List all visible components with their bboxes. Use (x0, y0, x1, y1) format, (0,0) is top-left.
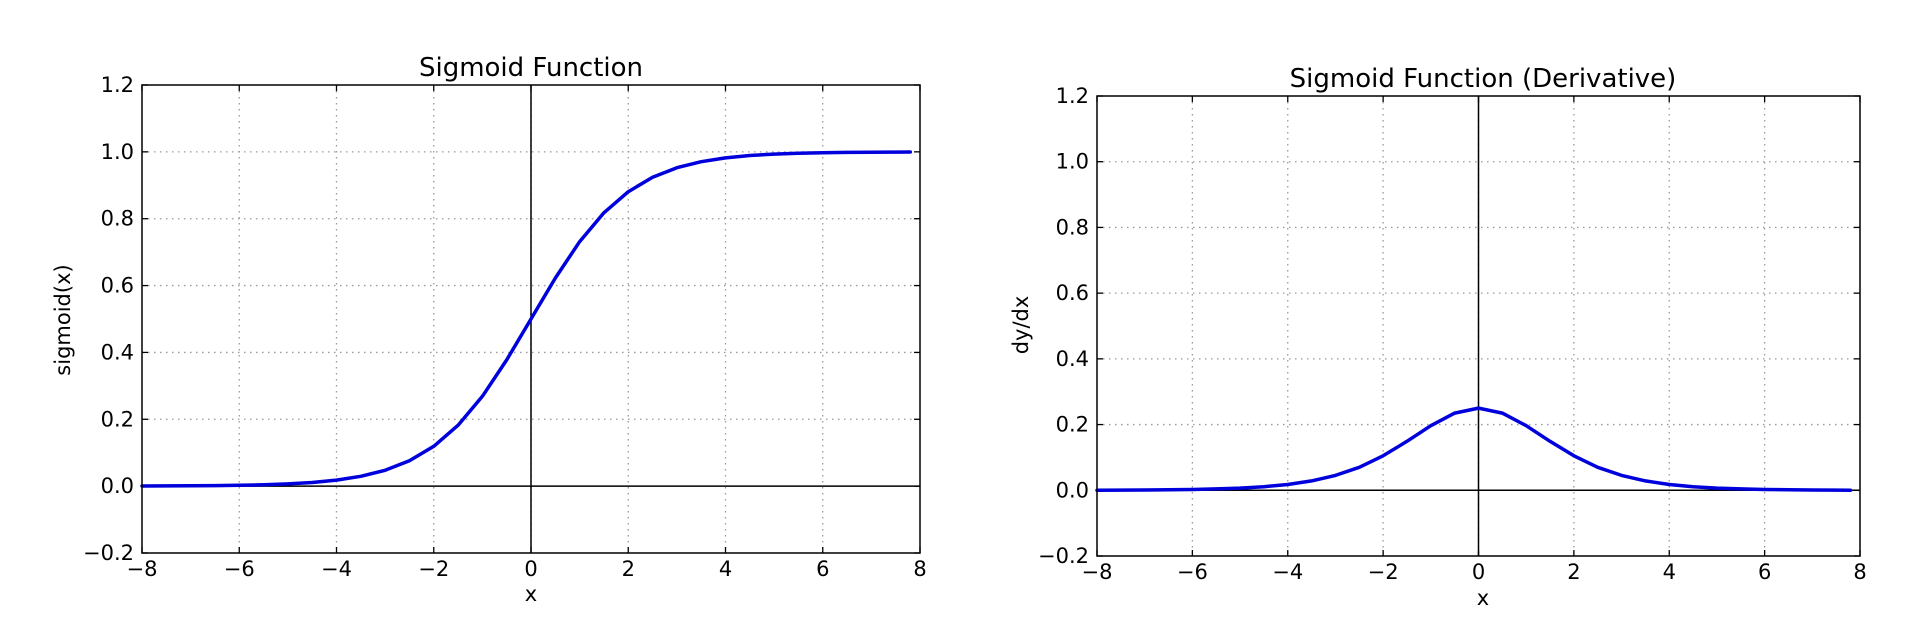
x-tick-label: 6 (816, 557, 829, 581)
x-tick-label: −2 (418, 557, 449, 581)
y-tick-label: 1.0 (1056, 150, 1089, 174)
chart-title: Sigmoid Function (Derivative) (1290, 64, 1677, 94)
sigmoid-chart: Sigmoid Function x sigmoid(x) −8 −6 −4 −2 0 2… (51, 53, 927, 606)
y-tick-label: 1.2 (101, 73, 134, 97)
y-tick-label: 0.4 (1056, 347, 1089, 371)
x-tick-label: 8 (913, 557, 926, 581)
x-tick-label: 0 (1472, 560, 1485, 584)
y-tick-label: 0.8 (101, 207, 134, 231)
x-tick-label: −8 (127, 557, 158, 581)
x-tick-label: 6 (1758, 560, 1771, 584)
x-tick-label: 2 (622, 557, 635, 581)
y-tick-label: −0.2 (83, 541, 134, 565)
y-tick-label: −0.2 (1038, 544, 1089, 568)
y-tick-label: 0.0 (101, 474, 134, 498)
plot-frame (141, 84, 921, 554)
x-axis-label: x (1477, 586, 1489, 610)
y-tick-label: 0.2 (1056, 413, 1089, 437)
y-tick-label: 1.2 (1056, 84, 1089, 108)
y-tick-label: 0.6 (1056, 281, 1089, 305)
x-tick-label: 4 (1663, 560, 1676, 584)
x-tick-label: −2 (1368, 560, 1399, 584)
y-tick-label: 1.0 (101, 140, 134, 164)
x-tick-label: −4 (321, 557, 352, 581)
x-tick-label: −8 (1082, 560, 1113, 584)
chart-title: Sigmoid Function (419, 53, 643, 83)
y-tick-label: 0.8 (1056, 215, 1089, 239)
series-line (1095, 406, 1853, 492)
plot-frame (1096, 95, 1861, 557)
x-tick-label: −6 (1177, 560, 1208, 584)
y-axis-label: dy/dx (1009, 296, 1033, 355)
sigmoid-derivative-chart: Sigmoid Function (Derivative) x dy/dx −8… (1009, 64, 1867, 610)
y-tick-label: 0.2 (101, 407, 134, 431)
x-tick-label: −4 (1272, 560, 1303, 584)
x-axis-label: x (525, 582, 537, 606)
y-tick-label: 0.0 (1056, 478, 1089, 502)
y-tick-label: 0.4 (101, 340, 134, 364)
y-tick-label: 0.6 (101, 274, 134, 298)
x-tick-label: −6 (224, 557, 255, 581)
x-tick-label: 0 (524, 557, 537, 581)
series-line (140, 150, 913, 488)
x-tick-label: 4 (719, 557, 732, 581)
y-axis-label: sigmoid(x) (51, 264, 75, 375)
x-tick-label: 2 (1567, 560, 1580, 584)
x-tick-label: 8 (1853, 560, 1866, 584)
